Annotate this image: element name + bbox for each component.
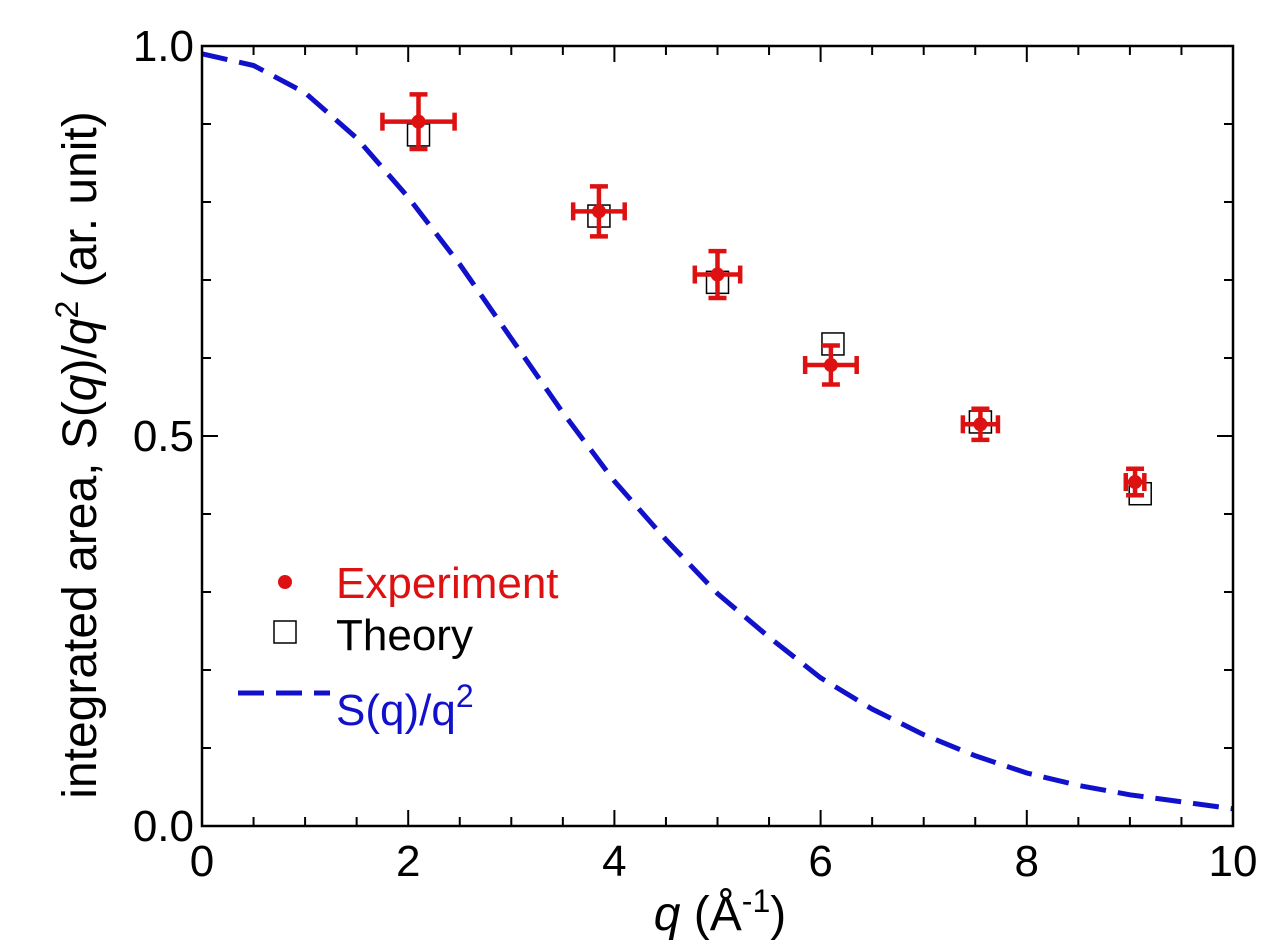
experiment-point-group [570, 184, 627, 239]
dashed-curve-layer [201, 51, 1234, 812]
legend-item-theory: Theory [273, 611, 473, 660]
legend-theory-label: Theory [336, 611, 473, 660]
y-axis-title-q1: q [54, 374, 107, 401]
legend-sq-curve-label: S(q)/q2 [336, 678, 474, 735]
x-axis-title-close: ) [770, 888, 786, 941]
experiment-point-group [802, 343, 859, 387]
y-axis-title-q2: q [54, 318, 107, 345]
theory-layer [406, 123, 1152, 506]
experiment-point [591, 204, 606, 219]
x-axis-title-sup: -1 [742, 883, 770, 919]
y-axis-title-sup: 2 [49, 301, 85, 319]
x-axis-title: q (Å-1) [654, 883, 786, 941]
experiment-point [710, 267, 725, 282]
legend-item-experiment: Experiment [278, 559, 559, 608]
experiment-point-group [960, 406, 1001, 443]
legend: Experiment Theory S(q)/q2 [238, 559, 559, 735]
y-axis-title-post: (ar. unit) [54, 111, 107, 300]
sq-curve-line [201, 51, 1234, 812]
axis-ticks [201, 45, 1234, 827]
y-axis-title-pre: integrated area, S( [54, 401, 107, 799]
legend-experiment-marker [278, 575, 292, 589]
y-axis-title-mid: )/ [54, 344, 107, 374]
x-tick-label: 4 [602, 837, 626, 886]
y-tick-label: 0.0 [133, 802, 194, 851]
plot-frame [200, 44, 1235, 828]
x-tick-label: 0 [190, 837, 214, 886]
experiment-point [973, 417, 988, 432]
legend-theory-marker [273, 620, 297, 644]
y-axis-title: integrated area, S(q)/q2 (ar. unit) [49, 111, 107, 799]
x-tick-label: 2 [396, 837, 420, 886]
x-tick-label: 10 [1209, 837, 1258, 886]
y-tick-label: 1.0 [133, 22, 194, 71]
experiment-layer [380, 92, 1147, 498]
experiment-point [411, 114, 426, 129]
x-tick-label: 6 [808, 837, 832, 886]
legend-experiment-label: Experiment [336, 559, 559, 608]
x-tick-label: 8 [1015, 837, 1039, 886]
experiment-point [823, 358, 838, 373]
experiment-point-group [380, 92, 457, 152]
y-tick-label: 0.5 [133, 412, 194, 461]
legend-item-sq-curve: S(q)/q2 [238, 678, 474, 735]
experiment-point [1128, 475, 1143, 490]
legend-sq-curve-label-sup: 2 [456, 678, 474, 714]
legend-sq-curve-label-main: S(q)/q [336, 686, 456, 735]
x-axis-title-unit: (Å [680, 888, 741, 941]
experiment-point-group [692, 248, 743, 301]
experiment-point-group [1123, 466, 1147, 498]
x-axis-title-var: q [654, 888, 681, 941]
tick-labels: 0 2 4 6 8 10 0.0 0.5 1.0 [133, 22, 1258, 886]
